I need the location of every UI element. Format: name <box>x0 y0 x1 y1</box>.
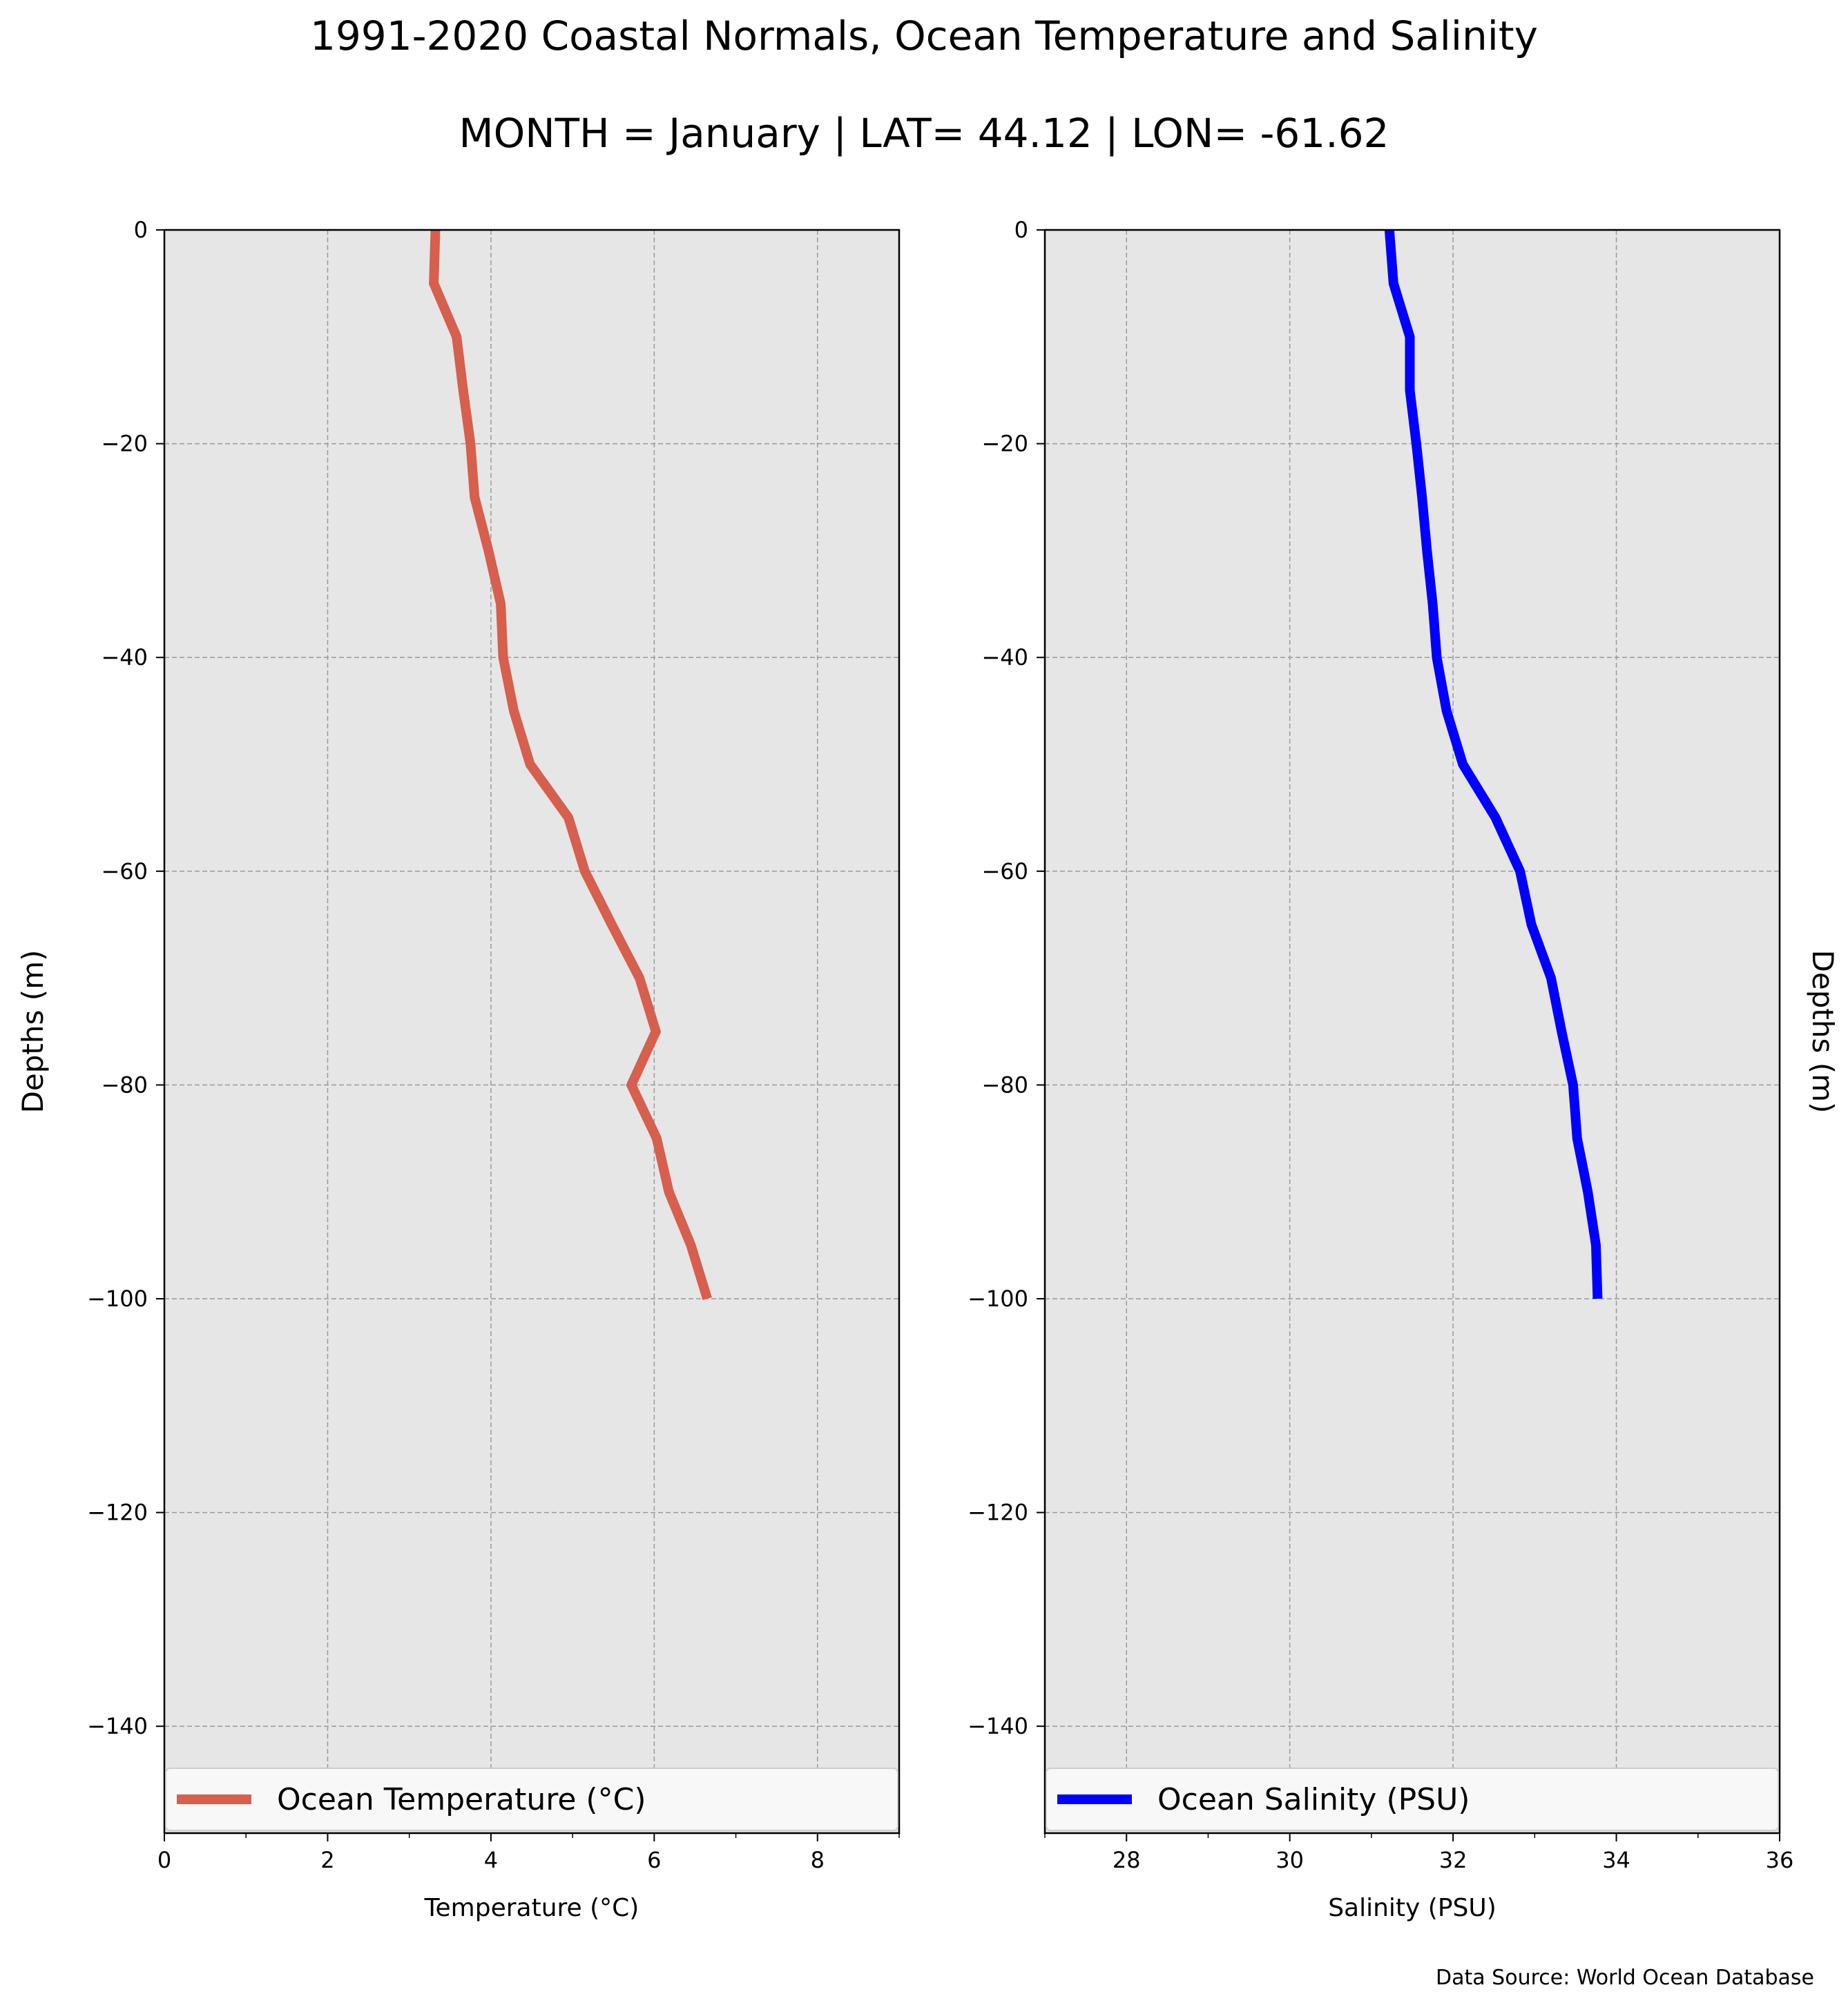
y-tick-label: −60 <box>101 858 148 884</box>
legend-label: Ocean Temperature (°C) <box>277 1782 646 1817</box>
salinity-panel: 28 30 32 34 36 0 −20 −40 −60 −80 −100 −120 −140 Salin… <box>968 217 1840 1922</box>
y-tick-label: −140 <box>87 1713 148 1739</box>
x-tick-label: 8 <box>811 1847 825 1873</box>
x-tick-label: 2 <box>320 1847 334 1873</box>
x-axis-label: Salinity (PSU) <box>1328 1894 1496 1922</box>
y-tick-label: −120 <box>87 1500 148 1526</box>
y-tick-label: −20 <box>101 431 148 457</box>
y-tick-label: 0 <box>134 217 148 243</box>
y-axis-label: Depths (m) <box>1806 950 1840 1114</box>
y-tick-label: −40 <box>101 644 148 670</box>
y-tick-label: −100 <box>87 1286 148 1312</box>
legend-box <box>1046 1768 1779 1831</box>
plot-area <box>1045 230 1780 1833</box>
legend: Ocean Temperature (°C) <box>165 1768 898 1831</box>
x-axis-label: Temperature (°C) <box>424 1894 639 1922</box>
y-tick-label: −40 <box>981 644 1028 670</box>
legend-box <box>165 1768 898 1831</box>
y-tick-label: −80 <box>101 1072 148 1098</box>
y-axis-label: Depths (m) <box>16 950 50 1114</box>
chart-title: 1991-2020 Coastal Normals, Ocean Tempera… <box>310 12 1538 59</box>
x-tick-label: 32 <box>1439 1847 1467 1873</box>
legend: Ocean Salinity (PSU) <box>1046 1768 1779 1831</box>
axes-frame <box>163 229 901 1835</box>
y-tick-label: −100 <box>968 1286 1028 1312</box>
x-tick-label: 6 <box>647 1847 661 1873</box>
y-tick-label: −120 <box>968 1500 1028 1526</box>
x-tick-label: 30 <box>1276 1847 1304 1873</box>
y-tick-label: −60 <box>981 858 1028 884</box>
y-tick-label: 0 <box>1014 217 1028 243</box>
x-tick-label: 28 <box>1113 1847 1141 1873</box>
plot-area <box>164 230 899 1833</box>
chart-subtitle: MONTH = January | LAT= 44.12 | LON= -61.… <box>459 110 1389 157</box>
temperature-panel: 0 2 4 6 8 0 −20 −40 −60 −80 −100 −120 −140 Temperatur… <box>16 217 901 1922</box>
x-tick-label: 34 <box>1602 1847 1630 1873</box>
y-tick-label: −140 <box>968 1713 1028 1739</box>
legend-label: Ocean Salinity (PSU) <box>1157 1782 1470 1817</box>
x-tick-label: 36 <box>1766 1847 1794 1873</box>
x-tick-label: 0 <box>157 1847 171 1873</box>
axes-frame <box>1043 229 1781 1835</box>
x-tick-label: 4 <box>484 1847 498 1873</box>
data-source-note: Data Source: World Ocean Database <box>1436 1966 1814 1990</box>
series-line <box>1384 229 1603 1299</box>
y-tick-label: −80 <box>981 1072 1028 1098</box>
series-line <box>429 229 712 1301</box>
y-tick-label: −20 <box>981 431 1028 457</box>
